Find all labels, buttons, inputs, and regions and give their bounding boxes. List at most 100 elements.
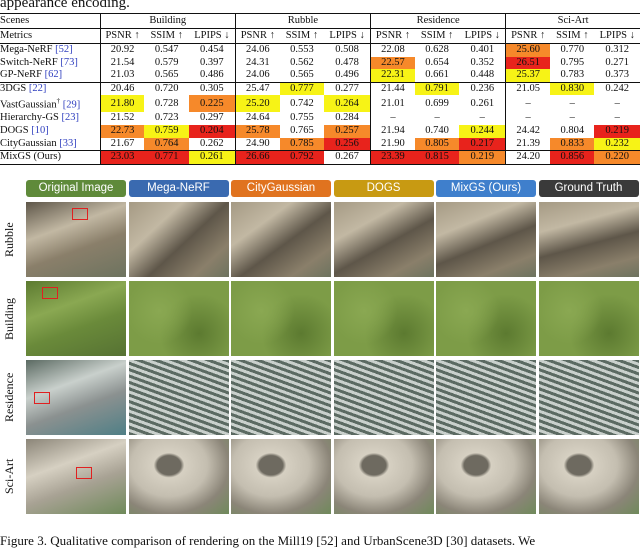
metric-value: – <box>505 112 551 126</box>
table-row: 3DGS [22] 20.46 0.720 0.305 25.47 0.777 0.277 2… <box>0 82 640 96</box>
metric-value: 0.352 <box>470 56 495 68</box>
image-tile <box>128 439 229 514</box>
method-name: Hierarchy-GS [23] <box>0 112 100 125</box>
metric-value: 0.244 <box>459 125 506 138</box>
zoom-box <box>72 208 88 220</box>
image-tile <box>231 439 331 514</box>
metric-value: 24.06 <box>234 69 280 83</box>
metric-value: 0.565 <box>279 69 325 83</box>
table-row: VastGaussian† [29] 21.80 0.728 0.225 25.20 0.… <box>0 95 640 113</box>
method-label: Hierarchy-GS <box>0 112 59 124</box>
metric-value: 25.78 <box>234 125 280 138</box>
metric-value: 0.777 <box>279 82 325 96</box>
image-tile <box>333 281 434 356</box>
metric-value: 0.401 <box>470 44 495 55</box>
results-table: Scenes Building Rubble Residence Sci-Art Metr… <box>0 13 640 165</box>
metric-header: LPIPS ↓ <box>459 28 506 44</box>
image-tile <box>231 202 331 277</box>
image-tile <box>26 439 126 514</box>
image-tile <box>128 281 229 356</box>
image-tile <box>128 360 229 435</box>
metric-value: – <box>569 112 575 124</box>
method-label: MixGS (Ours) <box>0 151 61 163</box>
citation: [29] <box>62 99 81 111</box>
row-label: Building <box>2 297 16 340</box>
metric-value: 0.219 <box>459 150 506 165</box>
table-row: Mega-NeRF [52] 20.92 0.547 0.454 24.06 0.553 0… <box>0 43 640 57</box>
metric-header: LPIPS ↓ <box>324 28 371 44</box>
metric-value: 0.699 <box>425 97 449 109</box>
metric-value: 21.90 <box>370 137 415 152</box>
citation: [23] <box>61 112 80 124</box>
method-label: CityGaussian <box>0 137 57 149</box>
method-name: Mega-NeRF [52] <box>0 44 100 57</box>
metric-value: 24.06 <box>234 43 280 57</box>
metric-value: 21.44 <box>370 82 415 96</box>
metric-header: SSIM ↑ <box>144 28 189 44</box>
citation: [22] <box>28 82 47 94</box>
metric-value: 26.51 <box>505 56 551 70</box>
metric-value: 0.795 <box>560 56 585 68</box>
metric-value: 0.830 <box>550 82 595 96</box>
metric-value: 0.792 <box>279 150 325 165</box>
metric-header: PSNR ↑ <box>234 28 280 44</box>
row-label: Rubble <box>2 222 16 257</box>
metric-value: 21.39 <box>505 137 551 152</box>
method-name: DOGS [10] <box>0 125 100 138</box>
metric-value: 0.805 <box>414 137 460 152</box>
row-label: Sci-Art <box>2 458 16 495</box>
metric-value: – <box>370 112 415 126</box>
metric-value: 0.305 <box>200 82 224 94</box>
table-row: Hierarchy-GS [23] 21.52 0.723 0.297 24.64 0.7… <box>0 112 640 126</box>
table-row: CityGaussian [33] 21.67 0.764 0.262 24.90 0.7… <box>0 137 640 152</box>
metric-value: 0.373 <box>594 69 640 83</box>
metric-value: 22.57 <box>370 56 415 70</box>
metric-value: 0.220 <box>594 150 640 165</box>
image-tile <box>436 360 536 435</box>
method-label: Switch-NeRF <box>0 56 58 68</box>
image-tile <box>128 202 229 277</box>
metric-value: 0.277 <box>335 82 359 94</box>
metric-value: 0.723 <box>154 112 179 124</box>
metric-value: 0.242 <box>605 82 630 94</box>
metric-value: 24.20 <box>505 150 551 165</box>
metric-value: 21.52 <box>99 112 145 126</box>
metric-value: 0.579 <box>154 56 179 68</box>
metric-header: LPIPS ↓ <box>188 28 236 44</box>
column-label: CityGaussian <box>231 180 331 197</box>
metric-value: 0.815 <box>414 150 460 165</box>
metric-value: 0.661 <box>414 69 460 83</box>
column-label: Original Image <box>26 180 126 197</box>
image-tile <box>231 360 331 435</box>
column-label: Mega-NeRF <box>128 180 229 197</box>
preceding-text: appearance encoding. <box>0 0 130 11</box>
metric-value: 0.261 <box>188 150 236 165</box>
metric-value: 0.256 <box>324 137 371 152</box>
metric-value: 25.20 <box>234 95 280 113</box>
column-label: DOGS <box>333 180 434 197</box>
metric-value: 0.271 <box>605 56 630 68</box>
method-name: 3DGS [22] <box>0 82 100 95</box>
citation: [62] <box>44 69 63 81</box>
zoom-box <box>76 467 92 479</box>
metric-value: 0.654 <box>425 56 449 68</box>
image-tile <box>333 202 434 277</box>
image-tile <box>26 360 126 435</box>
metric-value: 21.54 <box>99 56 145 70</box>
metric-value: 0.267 <box>324 150 371 165</box>
metric-value: 0.765 <box>290 125 314 137</box>
image-tile <box>333 439 434 514</box>
metric-value: 0.219 <box>594 125 640 138</box>
table-row: DOGS [10] 22.73 0.759 0.204 25.78 0.765 0.257 2… <box>0 125 640 138</box>
metric-value: 0.217 <box>459 137 506 152</box>
method-label: Mega-NeRF <box>0 44 53 55</box>
header-row-scenes: Scenes Building Rubble Residence Sci-Art <box>0 13 640 29</box>
image-tile <box>333 360 434 435</box>
metric-value: 0.225 <box>188 95 236 113</box>
metric-value: 23.03 <box>99 150 145 165</box>
metric-value: – <box>614 97 620 109</box>
citation: [52] <box>55 44 73 55</box>
method-name: CityGaussian [33] <box>0 137 101 152</box>
metric-value: 20.92 <box>99 43 145 57</box>
image-tile <box>436 281 536 356</box>
